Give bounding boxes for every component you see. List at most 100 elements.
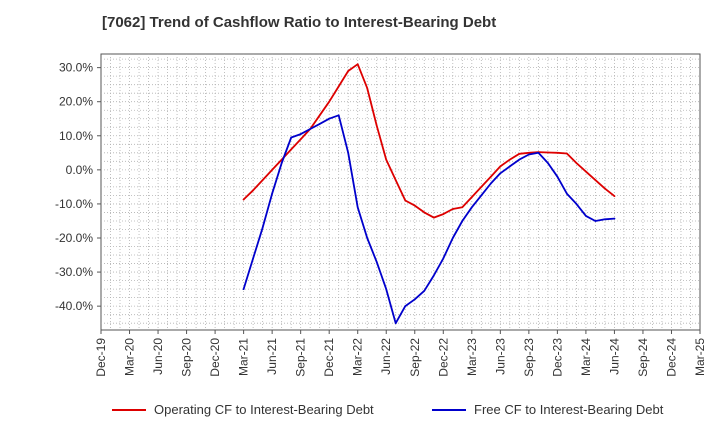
data-point-free-cf — [528, 153, 530, 156]
data-point-free-cf — [394, 322, 397, 324]
x-tick-label: Mar-23 — [465, 338, 479, 376]
data-point-free-cf — [594, 220, 597, 222]
data-point-free-cf — [280, 162, 283, 164]
chart-plot: 30.0% 20.0% 10.0% 0.0% -10.0% -20.0% -30.0% -40… — [55, 53, 707, 377]
data-point-operating-cf — [442, 213, 445, 215]
data-point-operating-cf — [509, 158, 511, 161]
data-point-operating-cf — [528, 152, 530, 154]
data-point-operating-cf — [575, 162, 578, 164]
data-point-operating-cf — [566, 152, 568, 155]
data-point-free-cf — [613, 217, 616, 220]
data-point-operating-cf — [385, 158, 388, 161]
data-point-operating-cf — [423, 211, 426, 214]
legend-label-operating-cf: Operating CF to Interest-Bearing Debt — [154, 402, 374, 417]
legend-swatch-free-cf — [432, 408, 466, 411]
data-point-operating-cf — [318, 114, 321, 117]
data-point-operating-cf — [480, 186, 483, 188]
x-tick-label: Mar-21 — [237, 338, 251, 376]
x-tick-label: Sep-20 — [180, 338, 194, 377]
x-tick-label: Jun-24 — [607, 338, 621, 375]
x-tick-label: Dec-21 — [322, 338, 336, 377]
data-point-operating-cf — [585, 170, 587, 173]
data-point-operating-cf — [347, 70, 350, 72]
data-point-operating-cf — [404, 199, 407, 202]
data-point-free-cf — [480, 194, 483, 197]
y-tick-label: -10.0% — [55, 197, 93, 211]
x-tick-label: Dec-23 — [550, 338, 564, 377]
data-point-free-cf — [423, 290, 426, 292]
data-point-operating-cf — [394, 179, 397, 181]
y-tick-label: 10.0% — [59, 129, 93, 143]
data-point-free-cf — [499, 172, 502, 175]
data-point-operating-cf — [252, 189, 254, 192]
data-point-free-cf — [585, 215, 587, 217]
data-point-operating-cf — [547, 151, 549, 154]
y-tick-label: -30.0% — [55, 265, 93, 279]
x-tick-label: Dec-19 — [94, 338, 108, 377]
data-point-free-cf — [604, 218, 606, 221]
data-point-operating-cf — [290, 148, 292, 151]
data-point-free-cf — [290, 136, 292, 139]
data-point-free-cf — [413, 298, 416, 301]
data-point-operating-cf — [271, 169, 273, 171]
data-point-operating-cf — [413, 204, 416, 207]
x-tick-label: Mar-25 — [693, 338, 707, 376]
data-point-operating-cf — [490, 175, 492, 178]
data-point-free-cf — [356, 206, 359, 209]
x-tick-label: Mar-20 — [123, 338, 137, 376]
data-point-operating-cf — [375, 124, 378, 127]
data-point-free-cf — [575, 203, 578, 205]
data-point-free-cf — [547, 162, 549, 164]
x-tick-label: Jun-21 — [265, 338, 279, 375]
data-point-free-cf — [271, 192, 273, 195]
x-tick-label: Dec-24 — [664, 338, 678, 377]
data-point-free-cf — [471, 206, 473, 209]
data-point-operating-cf — [242, 198, 245, 201]
data-point-operating-cf — [432, 216, 435, 219]
data-point-free-cf — [451, 237, 454, 239]
data-point-operating-cf — [356, 63, 359, 66]
data-point-operating-cf — [261, 179, 264, 181]
data-point-free-cf — [461, 220, 464, 222]
data-point-free-cf — [566, 192, 568, 195]
x-tick-label: Sep-23 — [522, 338, 536, 377]
data-point-operating-cf — [613, 195, 616, 197]
chart-legend: Operating CF to Interest-Bearing Debt Fr… — [0, 402, 720, 428]
data-point-free-cf — [385, 288, 388, 290]
data-point-free-cf — [318, 123, 321, 125]
x-tick-label: Sep-22 — [408, 338, 422, 377]
y-tick-label: 20.0% — [59, 95, 93, 109]
x-tick-label: Mar-24 — [579, 338, 593, 376]
data-point-free-cf — [366, 237, 369, 239]
y-tick-label: -40.0% — [55, 299, 93, 313]
x-tick-label: Jun-22 — [379, 338, 393, 375]
legend-item-free-cf: Free CF to Interest-Bearing Debt — [432, 402, 663, 417]
legend-swatch-operating-cf — [112, 408, 146, 411]
data-point-free-cf — [537, 152, 540, 154]
data-point-free-cf — [299, 133, 302, 135]
data-point-free-cf — [375, 261, 378, 263]
data-point-operating-cf — [366, 87, 369, 89]
data-point-operating-cf — [518, 153, 521, 155]
x-tick-label: Jun-20 — [151, 338, 165, 375]
data-point-operating-cf — [604, 187, 606, 190]
data-point-operating-cf — [299, 138, 302, 140]
data-point-operating-cf — [451, 208, 454, 210]
data-point-free-cf — [509, 165, 511, 168]
series-line-free-cf — [242, 114, 616, 325]
x-tick-label: Dec-20 — [208, 338, 222, 377]
x-tick-label: Sep-24 — [636, 338, 650, 377]
data-point-operating-cf — [328, 100, 330, 103]
data-point-free-cf — [556, 175, 559, 178]
legend-label-free-cf: Free CF to Interest-Bearing Debt — [474, 402, 664, 417]
data-point-free-cf — [252, 257, 254, 260]
x-tick-label: Sep-21 — [294, 338, 308, 377]
y-tick-label: -20.0% — [55, 231, 93, 245]
data-point-operating-cf — [594, 179, 597, 181]
data-point-free-cf — [242, 288, 245, 290]
data-point-operating-cf — [471, 196, 473, 198]
y-tick-label: 30.0% — [59, 61, 93, 75]
data-point-free-cf — [404, 305, 407, 307]
x-tick-label: Jun-23 — [493, 338, 507, 375]
data-point-free-cf — [432, 274, 435, 277]
